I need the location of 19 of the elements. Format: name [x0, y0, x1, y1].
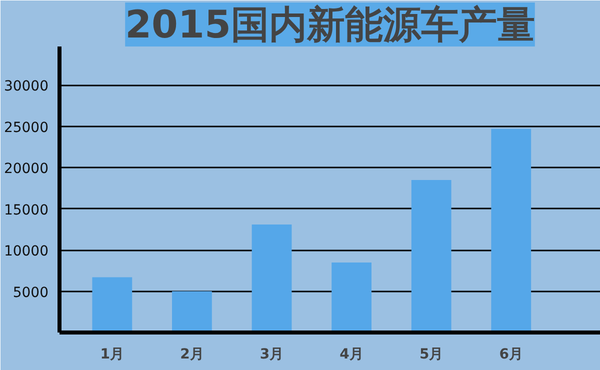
x-tick-label: 6月 [499, 346, 524, 362]
bar [411, 180, 452, 332]
bar [172, 291, 212, 332]
y-tick-label: 25000 [4, 120, 49, 136]
bar [252, 224, 292, 332]
x-tick-label: 5月 [419, 346, 444, 362]
x-tick-label: 4月 [340, 346, 364, 362]
y-tick-label: 30000 [4, 78, 49, 95]
y-tick-label: 5000 [12, 284, 49, 301]
x-tick-label: 1月 [100, 346, 124, 362]
bar [92, 277, 132, 332]
bar [332, 262, 372, 332]
y-tick-label: 20000 [4, 161, 49, 178]
bar [491, 128, 532, 332]
chart-title: 2015国内新能源车产量 [125, 2, 535, 46]
y-tick-label: 10000 [4, 244, 49, 260]
x-tick-label: 2月 [180, 346, 204, 362]
y-tick-label: 15000 [4, 202, 49, 218]
x-tick-label: 3月 [260, 346, 284, 362]
